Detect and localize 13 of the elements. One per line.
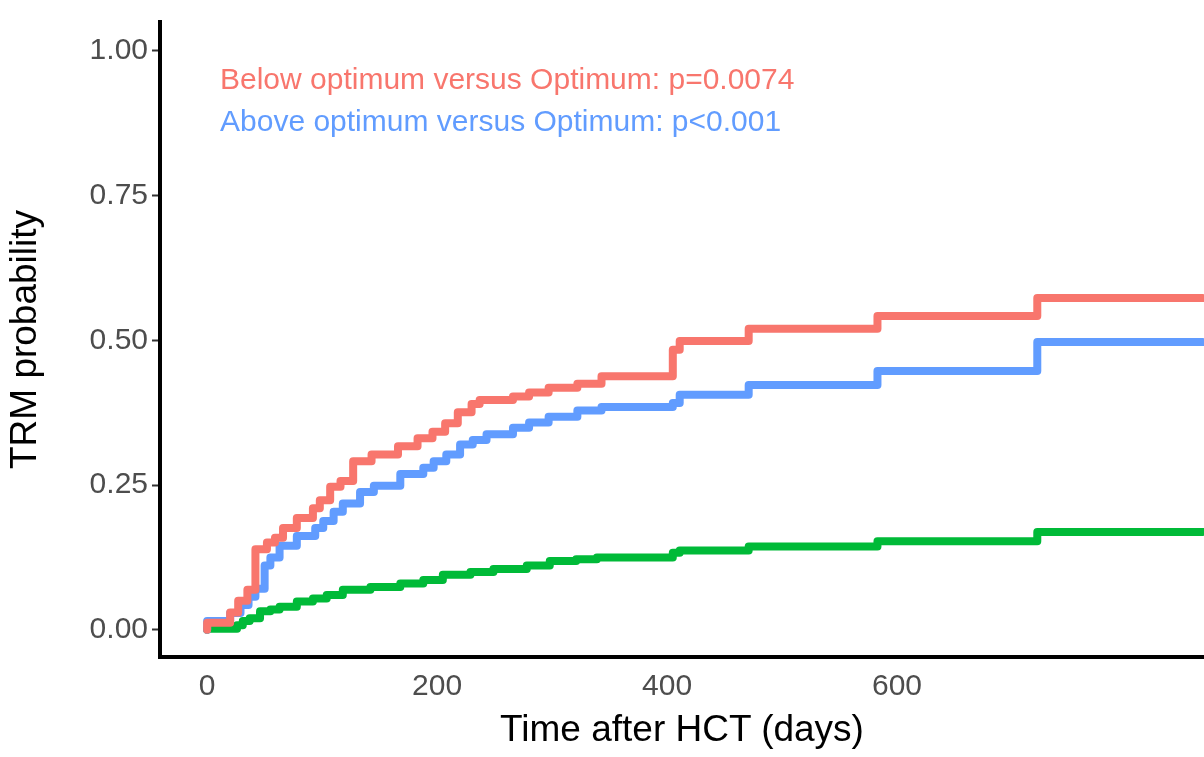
x-tick-label: 200 xyxy=(412,668,463,702)
x-tick-label: 600 xyxy=(871,668,923,702)
y-tick-label: 0.75 xyxy=(89,176,148,210)
annotation: Below optimum versus Optimum: p=0.0074 xyxy=(220,62,795,95)
y-tick-label: 0.50 xyxy=(89,321,148,355)
y-axis-title: TRM probability xyxy=(3,209,45,470)
x-tick-label: 0 xyxy=(198,668,216,702)
y-tick-label: 0.00 xyxy=(89,611,148,645)
x-tick-label: 400 xyxy=(642,668,693,702)
y-tick-label: 1.00 xyxy=(89,32,148,66)
annotation: Above optimum versus Optimum: p<0.001 xyxy=(220,104,782,137)
y-tick-label: 0.25 xyxy=(89,466,148,500)
x-axis-title: Time after HCT (days) xyxy=(500,708,864,749)
